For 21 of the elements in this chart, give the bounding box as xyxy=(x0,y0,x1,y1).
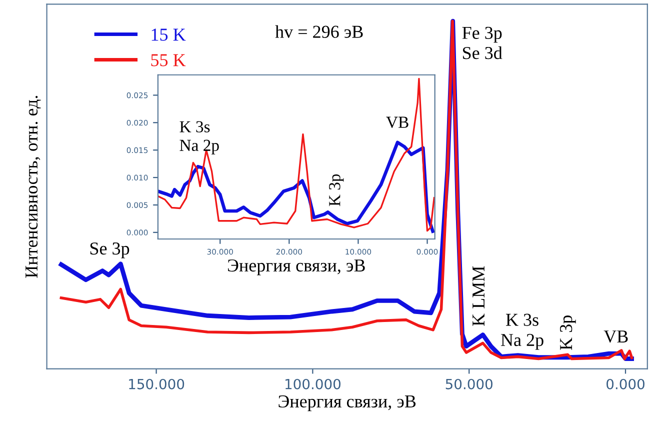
line-series xyxy=(158,78,435,232)
x-tick-label: 50.000 xyxy=(446,378,492,390)
annotation: K 3p xyxy=(560,316,576,350)
legend-label: 55 K xyxy=(151,54,186,66)
annotation: VB xyxy=(386,116,408,128)
line-series xyxy=(158,140,434,233)
annotation: K 3s Na 2p xyxy=(500,314,544,350)
x-tick-label: 0.000 xyxy=(606,378,644,390)
annotation: K LMM xyxy=(472,266,484,326)
annotation: K 3s Na 2p xyxy=(180,121,219,154)
annotation: VB xyxy=(604,330,628,343)
x-axis-title: Энергия связи, эВ xyxy=(228,259,365,276)
annotation: Se 3p xyxy=(90,242,130,258)
y-axis-title: Интенсивность, отн. ед. xyxy=(26,96,41,278)
annotation: hv = 296 эВ xyxy=(275,25,363,38)
x-axis-title: Энергия связи, эВ xyxy=(278,395,416,412)
x-tick-label: 150.000 xyxy=(129,378,184,390)
x-tick-label: 100.000 xyxy=(286,378,340,390)
annotation: Fe 3p Se 3d xyxy=(462,26,502,60)
legend-label: 15 K xyxy=(152,28,186,41)
annotation: K 3p xyxy=(329,174,344,206)
